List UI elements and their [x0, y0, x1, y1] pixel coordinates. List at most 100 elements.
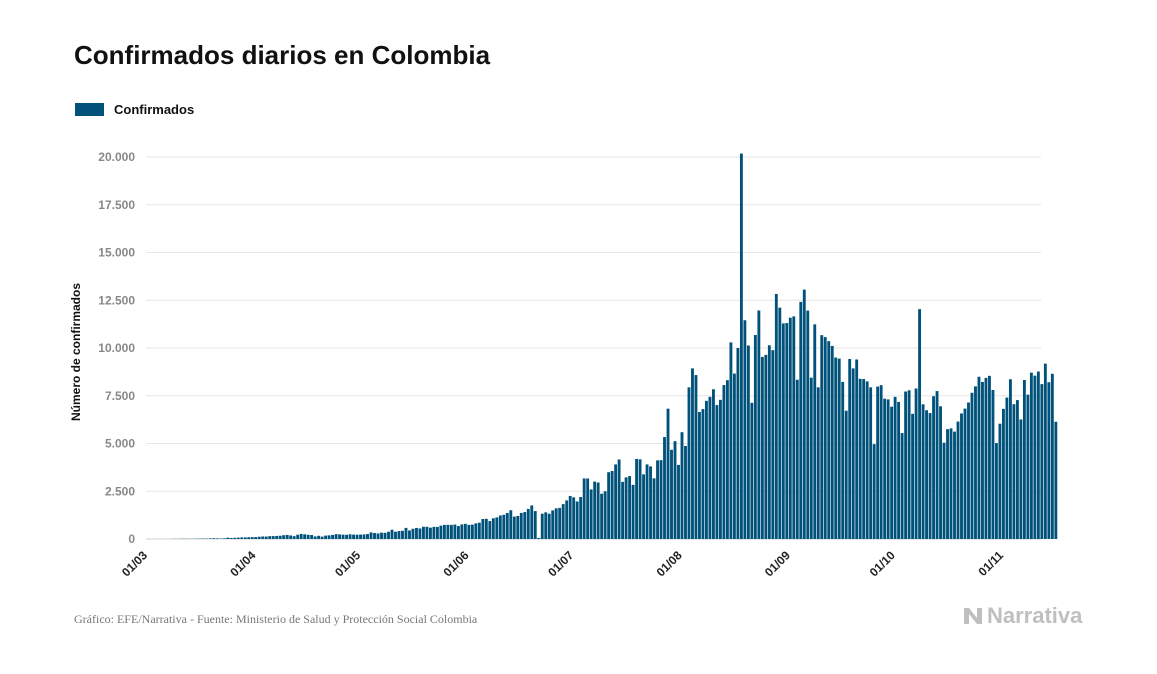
bar — [240, 537, 244, 539]
bar — [320, 536, 324, 539]
bar — [918, 309, 922, 539]
bar — [809, 377, 813, 539]
bar — [802, 289, 806, 539]
bar — [271, 536, 275, 539]
bar — [261, 536, 265, 539]
bar — [509, 510, 513, 539]
bar — [376, 533, 380, 539]
bar — [963, 408, 967, 539]
bar — [589, 489, 593, 539]
bar — [600, 493, 604, 539]
bar — [981, 381, 984, 539]
bar — [879, 385, 883, 539]
bar — [474, 523, 478, 539]
bar — [732, 373, 736, 539]
bar — [547, 513, 551, 539]
bar — [1026, 394, 1030, 539]
bar — [652, 478, 656, 539]
bar — [404, 527, 408, 539]
bar — [470, 524, 474, 539]
bar — [883, 398, 887, 539]
bar — [960, 413, 963, 539]
bar — [422, 526, 425, 539]
bar — [568, 495, 572, 539]
x-tick-label: 01/07 — [545, 548, 576, 579]
bar — [621, 481, 625, 539]
bar — [540, 513, 544, 539]
legend-swatch — [75, 103, 104, 116]
bar — [1040, 384, 1044, 539]
x-tick-label: 01/08 — [654, 548, 685, 579]
bar — [355, 534, 359, 539]
bar — [380, 532, 383, 539]
bar — [1033, 375, 1037, 539]
bar — [984, 377, 988, 539]
bar — [215, 538, 219, 539]
bar — [914, 388, 918, 539]
bar — [575, 501, 579, 539]
bar — [387, 531, 390, 539]
bar — [1022, 379, 1026, 539]
bar — [523, 512, 527, 539]
bar — [705, 400, 708, 539]
bar — [425, 526, 429, 539]
bar — [760, 356, 764, 539]
bar — [362, 534, 366, 539]
bar — [743, 320, 747, 539]
bar — [352, 534, 355, 539]
bar — [771, 350, 775, 539]
bar — [624, 477, 628, 539]
bar — [701, 409, 705, 539]
bar — [229, 538, 233, 539]
y-tick-label: 17.500 — [98, 198, 135, 212]
bar — [565, 500, 569, 539]
brand-name: Narrativa — [987, 603, 1083, 628]
bar — [390, 529, 394, 539]
bar — [635, 458, 638, 539]
bar — [607, 472, 611, 539]
bar — [907, 390, 911, 539]
x-tick-label: 01/04 — [227, 548, 258, 579]
bar — [442, 524, 446, 539]
bar — [928, 413, 932, 539]
bar — [844, 410, 848, 539]
bar — [219, 538, 223, 539]
bar — [1050, 373, 1054, 539]
bar — [296, 534, 300, 539]
bar — [865, 381, 869, 539]
bar — [533, 511, 537, 539]
bar — [911, 413, 915, 539]
bar — [995, 443, 998, 539]
bar — [338, 534, 342, 539]
x-tick-label: 01/09 — [762, 548, 793, 579]
bar — [855, 359, 859, 539]
bar — [289, 535, 293, 539]
bar — [893, 396, 897, 539]
bar — [292, 536, 296, 539]
bar — [935, 391, 939, 539]
bar — [890, 406, 894, 539]
bar — [781, 323, 785, 539]
bar — [484, 518, 488, 539]
bar — [477, 522, 481, 539]
bar — [949, 428, 953, 539]
bar — [488, 521, 492, 539]
narrativa-logo-icon — [964, 608, 982, 624]
bar — [680, 432, 684, 539]
bar — [345, 534, 349, 539]
bar — [530, 505, 534, 539]
y-tick-label: 0 — [128, 532, 135, 546]
bar — [306, 534, 310, 539]
bar — [834, 357, 838, 539]
bar — [456, 526, 460, 539]
bar — [449, 524, 453, 539]
bar — [691, 368, 694, 539]
bar — [953, 431, 956, 539]
bar — [659, 460, 663, 539]
bar — [554, 508, 558, 539]
bar — [897, 401, 901, 539]
bar — [435, 526, 439, 539]
bar — [712, 389, 715, 539]
bar — [226, 537, 230, 539]
bar — [1054, 421, 1058, 539]
